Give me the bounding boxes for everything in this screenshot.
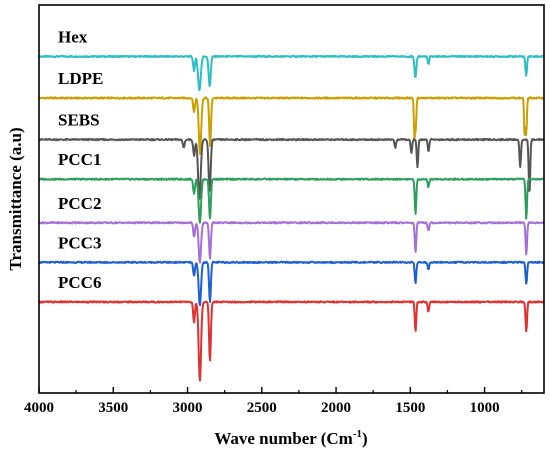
trace-layer — [38, 54, 545, 382]
series-line-sebs — [38, 137, 545, 200]
x-tick-label: 1000 — [470, 400, 500, 416]
series-line-hex — [38, 54, 545, 92]
series-line-pcc3 — [38, 260, 545, 307]
series-label-hex: Hex — [58, 27, 88, 46]
series-line-ldpe — [38, 96, 545, 155]
x-tick-label: 4000 — [24, 400, 54, 416]
series-label-pcc6: PCC6 — [58, 273, 101, 292]
trace-label-layer: Hex LDPE SEBS PCC1 PCC2 PCC3 PCC6 — [58, 27, 103, 291]
series-label-ldpe: LDPE — [58, 69, 103, 88]
y-axis-title: Transmittance (a.u) — [6, 127, 25, 270]
x-tick-label: 2000 — [321, 400, 351, 416]
series-label-pcc3: PCC3 — [58, 233, 101, 252]
series-line-pcc1 — [38, 177, 545, 224]
series-label-sebs: SEBS — [58, 111, 100, 130]
x-tick-label: 3500 — [98, 400, 128, 416]
x-tick-label: 2500 — [247, 400, 277, 416]
plot-frame — [38, 4, 545, 394]
series-label-pcc2: PCC2 — [58, 194, 101, 213]
x-tick-label: 1500 — [395, 400, 425, 416]
x-axis-ticks: 4000 3500 3000 2500 2000 1500 1000 — [24, 387, 523, 416]
series-label-pcc1: PCC1 — [58, 150, 101, 169]
x-axis-title: Wave number (Cm-1) — [214, 428, 367, 448]
x-tick-label: 3000 — [173, 400, 203, 416]
series-line-pcc6 — [38, 300, 545, 382]
series-line-pcc2 — [38, 221, 545, 264]
